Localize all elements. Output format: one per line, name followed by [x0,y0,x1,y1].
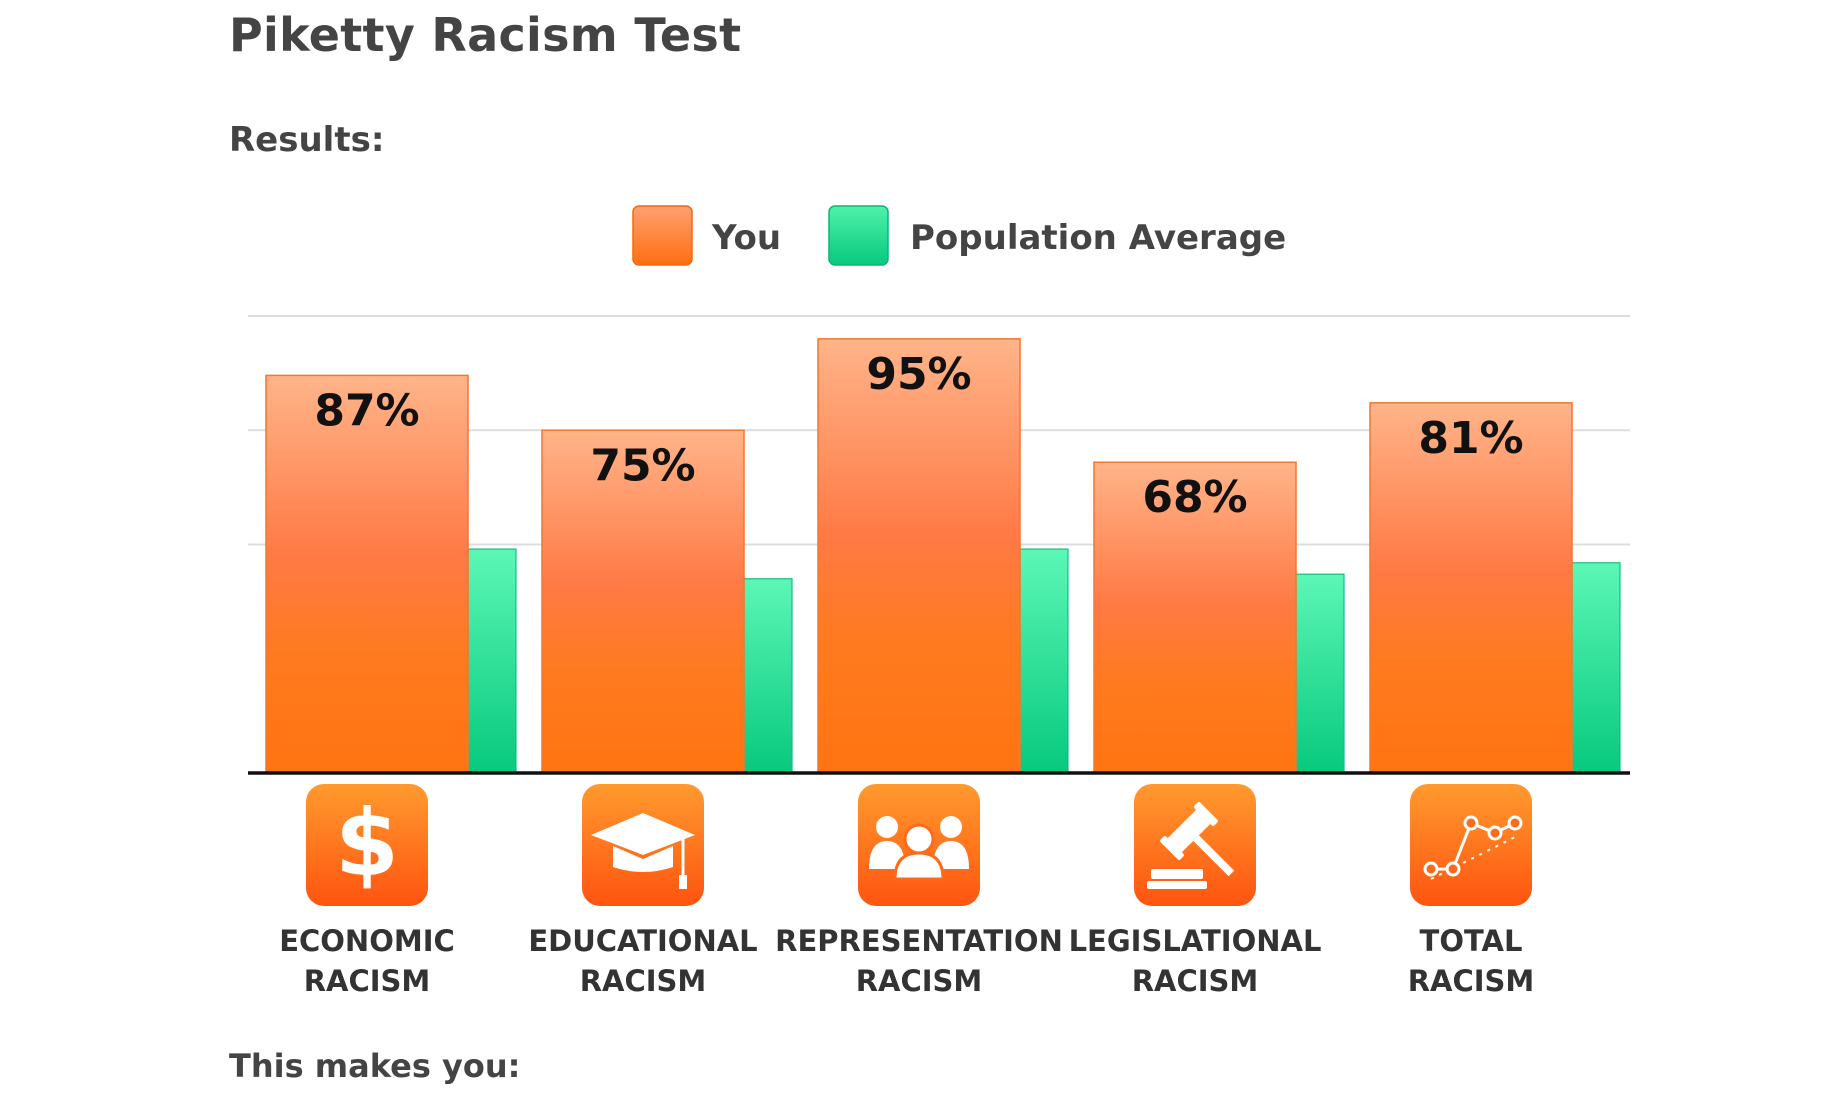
category-label: RACISM [1132,964,1259,998]
bar-population-average [1295,573,1345,774]
people-group-icon [858,784,980,906]
value-label: 75% [590,440,695,491]
category-label: RACISM [580,964,707,998]
category-labels: ECONOMIC RACISM EDUCATIONAL RACISM REPRESENT… [279,924,1534,998]
bar-population-average [467,548,517,774]
gavel-icon [1134,784,1256,906]
makes-you-heading: This makes you: [229,1047,521,1085]
category-label: RACISM [1408,964,1535,998]
dollar-icon: $ [306,784,428,906]
bar-you [817,338,1021,774]
bar-population-average [1571,562,1621,774]
category-icons: $ [306,784,1532,906]
category-label: ECONOMIC [279,924,455,958]
legend-label: Population Average [910,218,1286,258]
category-label: RACISM [304,964,431,998]
bar-you [265,374,469,774]
value-label: 81% [1418,413,1523,464]
category-label: LEGISLATIONAL [1069,924,1322,958]
chart-legend: You Population Average [632,205,1286,266]
results-heading: Results: [229,120,385,160]
category-label: REPRESENTATION [775,924,1063,958]
legend-item: Population Average [828,205,1286,266]
value-label: 68% [1142,472,1247,523]
category-label: RACISM [856,964,983,998]
category-label: EDUCATIONAL [528,924,757,958]
value-labels: 87% 75% 95% 68% 81% [314,349,1523,523]
legend-item: You [632,205,781,266]
graduation-cap-icon [582,784,704,906]
legend-swatch [828,205,889,266]
category-label: TOTAL [1420,924,1523,958]
svg-text:$: $ [335,790,399,897]
bar-you [541,429,745,774]
page-title: Piketty Racism Test [229,8,742,62]
legend-label: You [711,218,781,258]
legend-swatch [632,205,693,266]
bar-population-average [1019,548,1069,774]
bars [265,338,1621,774]
bar-population-average [743,578,793,774]
trend-line-icon [1410,784,1532,906]
value-label: 87% [314,385,419,436]
value-label: 95% [866,349,971,400]
